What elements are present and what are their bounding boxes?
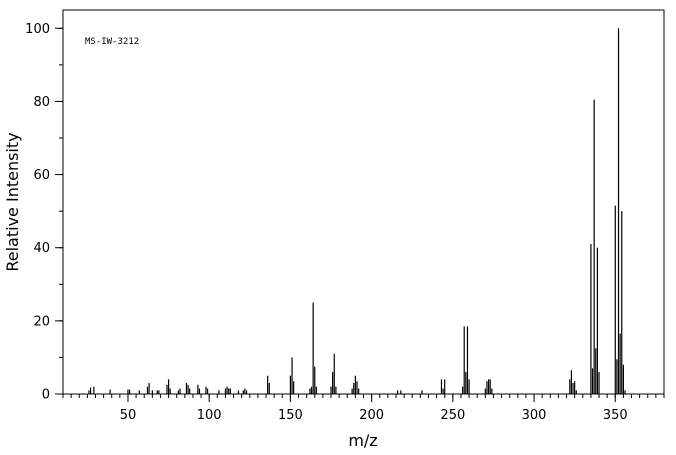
y-tick-label: 40 (33, 241, 50, 256)
y-tick-label: 80 (33, 95, 50, 110)
axes (62, 9, 665, 395)
x-axis-title: m/z (348, 431, 377, 450)
x-tick-label: 150 (278, 408, 303, 423)
y-tick-label: 100 (25, 22, 50, 37)
plot-frame (62, 9, 665, 395)
y-axis-title: Relative Intensity (3, 132, 22, 271)
x-tick-label: 200 (359, 408, 384, 423)
x-tick-label: 300 (522, 408, 547, 423)
x-tick-label: 350 (603, 408, 628, 423)
tick-labels: 50 100 150 200 250 300 350 0 20 40 60 80 100 (25, 22, 628, 423)
y-tick-label: 0 (42, 388, 50, 403)
sample-id-annotation: MS-IW-3212 (85, 37, 139, 47)
y-tick-label: 60 (33, 168, 50, 183)
x-tick-label: 100 (197, 408, 222, 423)
x-tick-label: 250 (440, 408, 465, 423)
peaks (88, 28, 626, 394)
ticks (55, 27, 665, 402)
x-tick-label: 50 (120, 408, 137, 423)
y-tick-label: 20 (33, 314, 50, 329)
